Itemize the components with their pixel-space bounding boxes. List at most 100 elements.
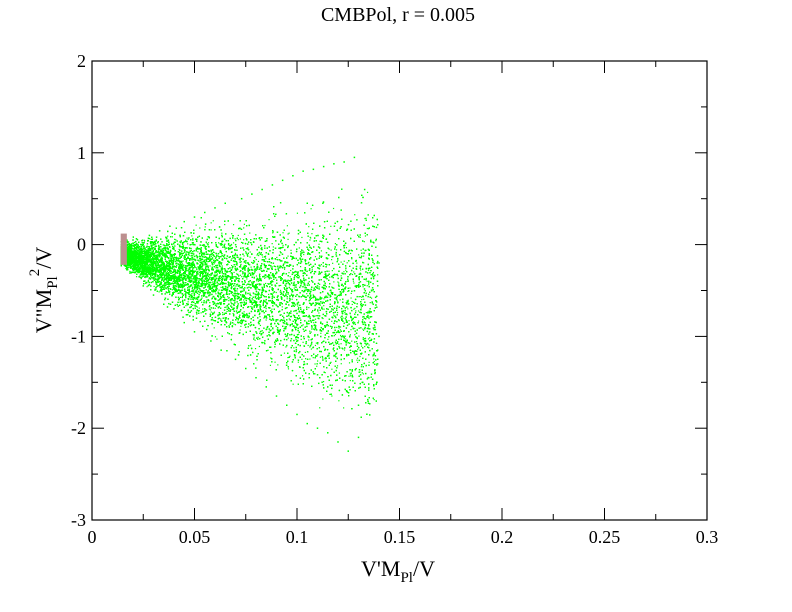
scatter-point	[243, 299, 245, 301]
scatter-point	[235, 285, 237, 287]
scatter-point	[293, 281, 295, 283]
scatter-point	[279, 248, 281, 250]
scatter-point	[373, 398, 375, 401]
scatter-point	[319, 304, 321, 306]
scatter-point	[147, 279, 149, 282]
scatter-point	[214, 271, 216, 273]
scatter-point	[303, 315, 305, 317]
scatter-point	[206, 309, 208, 311]
scatter-point	[200, 268, 203, 270]
scatter-point	[245, 251, 247, 253]
scatter-point	[159, 248, 161, 250]
scatter-point	[302, 282, 304, 284]
scatter-point	[257, 336, 259, 338]
scatter-point	[280, 293, 282, 296]
scatter-point	[255, 275, 258, 277]
scatter-point	[225, 287, 227, 289]
scatter-point	[314, 256, 317, 258]
scatter-point	[158, 291, 160, 293]
scatter-point	[309, 292, 311, 294]
scatter-point	[130, 272, 133, 274]
scatter-point	[321, 308, 324, 310]
scatter-point	[139, 247, 141, 249]
scatter-point	[314, 315, 316, 317]
scatter-point	[319, 283, 321, 285]
scatter-point	[338, 372, 340, 374]
scatter-point	[246, 313, 248, 315]
scatter-point	[348, 320, 350, 322]
scatter-point	[230, 243, 233, 246]
scatter-point	[183, 321, 185, 324]
scatter-point	[219, 279, 221, 281]
scatter-point	[142, 252, 144, 254]
scatter-point	[306, 363, 308, 365]
scatter-point	[169, 225, 171, 227]
scatter-point	[322, 341, 324, 343]
scatter-point	[212, 281, 214, 283]
scatter-point	[365, 277, 367, 280]
scatter-point	[224, 317, 226, 319]
scatter-point	[331, 368, 333, 370]
scatter-point	[281, 306, 283, 308]
scatter-point	[214, 261, 216, 263]
scatter-point	[239, 322, 241, 324]
scatter-point	[334, 243, 337, 245]
scatter-point	[196, 306, 198, 308]
scatter-point	[327, 294, 329, 296]
scatter-point	[148, 234, 151, 237]
scatter-point	[222, 314, 224, 316]
scatter-point	[204, 226, 206, 228]
scatter-point	[287, 368, 290, 370]
scatter-point	[344, 311, 346, 314]
scatter-point	[198, 307, 200, 309]
scatter-point	[224, 202, 226, 205]
scatter-point	[210, 229, 212, 231]
scatter-point	[360, 307, 362, 309]
scatter-point	[363, 255, 365, 257]
scatter-point	[171, 277, 174, 279]
scatter-point	[349, 373, 351, 375]
scatter-point	[282, 244, 284, 246]
scatter-point	[157, 276, 159, 278]
scatter-point	[350, 292, 352, 295]
scatter-point	[249, 344, 252, 346]
scatter-point	[221, 232, 223, 234]
scatter-point	[288, 318, 290, 320]
scatter-point	[166, 246, 168, 248]
scatter-point	[161, 285, 164, 287]
scatter-point	[317, 310, 319, 312]
scatter-point	[329, 393, 331, 396]
scatter-point	[221, 262, 223, 264]
scatter-point	[353, 321, 355, 323]
scatter-point	[351, 300, 353, 303]
scatter-point	[264, 224, 266, 227]
scatter-point	[313, 322, 315, 324]
scatter-point	[349, 287, 351, 289]
scatter-point	[283, 268, 286, 270]
scatter-point	[193, 331, 196, 333]
scatter-point	[345, 252, 347, 254]
scatter-point	[141, 258, 143, 260]
scatter-point	[322, 398, 324, 400]
scatter-point	[174, 274, 176, 277]
scatter-point	[356, 262, 358, 264]
scatter-point	[177, 259, 179, 261]
scatter-point	[183, 257, 185, 259]
scatter-point	[181, 277, 183, 279]
scatter-point	[257, 288, 259, 290]
scatter-point	[279, 289, 282, 292]
scatter-point	[148, 238, 151, 240]
scatter-point	[304, 351, 306, 353]
scatter-point	[267, 283, 269, 285]
scatter-point	[200, 255, 202, 258]
scatter-point	[310, 348, 312, 350]
scatter-point	[314, 344, 317, 347]
scatter-point	[179, 255, 181, 257]
scatter-point	[182, 280, 184, 282]
scatter-point	[152, 294, 155, 296]
scatter-point	[332, 335, 334, 337]
scatter-point	[283, 352, 286, 354]
scatter-point	[249, 256, 251, 258]
scatter-point	[182, 260, 184, 262]
scatter-point	[232, 242, 235, 244]
